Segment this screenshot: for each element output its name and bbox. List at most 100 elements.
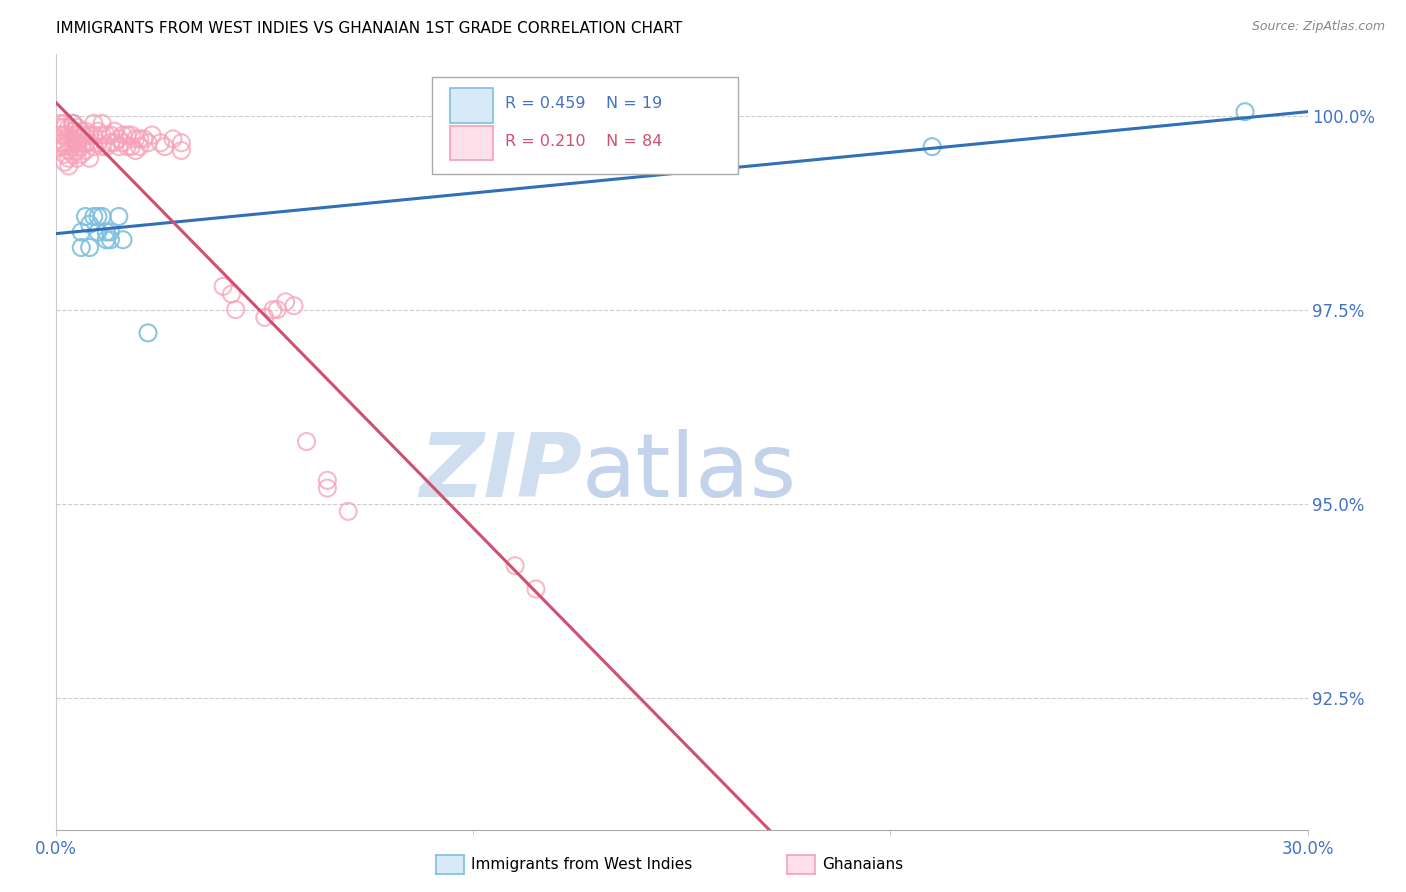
Point <box>225 302 247 317</box>
Point <box>170 144 193 158</box>
Point <box>49 120 72 135</box>
Point <box>53 136 76 150</box>
Point <box>124 144 146 158</box>
Point <box>83 128 105 142</box>
Point <box>108 132 131 146</box>
Point <box>295 434 318 449</box>
Point <box>66 136 89 150</box>
Point <box>58 120 80 135</box>
Point <box>337 504 360 518</box>
Point <box>283 299 305 313</box>
Point <box>53 147 76 161</box>
Point <box>132 132 155 146</box>
Point <box>91 139 114 153</box>
Point <box>58 151 80 165</box>
Point <box>128 132 150 146</box>
Point <box>49 136 72 150</box>
Point <box>75 210 97 224</box>
Point <box>79 128 101 142</box>
FancyBboxPatch shape <box>450 88 494 122</box>
Point <box>87 124 110 138</box>
Point <box>274 294 297 309</box>
Point <box>124 132 146 146</box>
Point <box>62 116 84 130</box>
Point <box>83 116 105 130</box>
Point <box>262 302 284 317</box>
Text: R = 0.210    N = 84: R = 0.210 N = 84 <box>506 134 662 149</box>
Point <box>115 139 138 153</box>
Point <box>70 139 93 153</box>
Point <box>316 481 339 495</box>
Point <box>87 225 110 239</box>
Point <box>53 120 76 135</box>
Point <box>58 144 80 158</box>
Point <box>524 582 547 596</box>
Text: IMMIGRANTS FROM WEST INDIES VS GHANAIAN 1ST GRADE CORRELATION CHART: IMMIGRANTS FROM WEST INDIES VS GHANAIAN … <box>56 21 682 36</box>
Text: Source: ZipAtlas.com: Source: ZipAtlas.com <box>1251 20 1385 33</box>
Point <box>170 136 193 150</box>
Point <box>70 147 93 161</box>
Point <box>120 128 142 142</box>
Point <box>70 132 93 146</box>
Point <box>87 210 110 224</box>
Point <box>153 139 176 153</box>
Point <box>79 151 101 165</box>
Point <box>79 240 101 254</box>
Point <box>149 136 172 150</box>
Text: Ghanaians: Ghanaians <box>823 857 904 871</box>
Point <box>162 132 184 146</box>
Point <box>83 139 105 153</box>
Point <box>62 116 84 130</box>
Point <box>66 120 89 135</box>
Point <box>115 128 138 142</box>
Point <box>108 210 131 224</box>
Point <box>53 128 76 142</box>
Point <box>62 139 84 153</box>
Point <box>108 139 131 153</box>
Point <box>136 326 159 340</box>
Text: atlas: atlas <box>582 429 797 516</box>
Point <box>221 287 243 301</box>
Point <box>79 217 101 231</box>
Point <box>83 210 105 224</box>
Point <box>111 128 134 142</box>
Text: ZIP: ZIP <box>419 429 582 516</box>
Point <box>104 124 127 138</box>
Point <box>62 124 84 138</box>
Point <box>100 128 122 142</box>
Point <box>58 136 80 150</box>
Point <box>66 144 89 158</box>
Point <box>53 116 76 130</box>
Point <box>70 240 93 254</box>
Point <box>75 136 97 150</box>
Point <box>58 159 80 173</box>
Point <box>96 225 118 239</box>
Point <box>100 225 122 239</box>
Point <box>503 558 526 573</box>
Point <box>1234 104 1257 119</box>
Point <box>316 473 339 487</box>
Point <box>70 124 93 138</box>
Point <box>49 139 72 153</box>
Point <box>141 128 163 142</box>
Point <box>104 136 127 150</box>
Point <box>253 310 276 325</box>
Point <box>58 128 80 142</box>
Point <box>96 139 118 153</box>
FancyBboxPatch shape <box>432 77 738 174</box>
Point <box>75 128 97 142</box>
Point <box>91 116 114 130</box>
Point <box>70 225 93 239</box>
Point <box>100 233 122 247</box>
Point <box>266 302 288 317</box>
Point <box>111 136 134 150</box>
Point <box>75 124 97 138</box>
Point <box>91 128 114 142</box>
Point <box>75 144 97 158</box>
Point <box>128 139 150 153</box>
Point <box>66 128 89 142</box>
Point <box>111 233 134 247</box>
Point <box>62 132 84 146</box>
Point <box>212 279 235 293</box>
Point <box>136 136 159 150</box>
